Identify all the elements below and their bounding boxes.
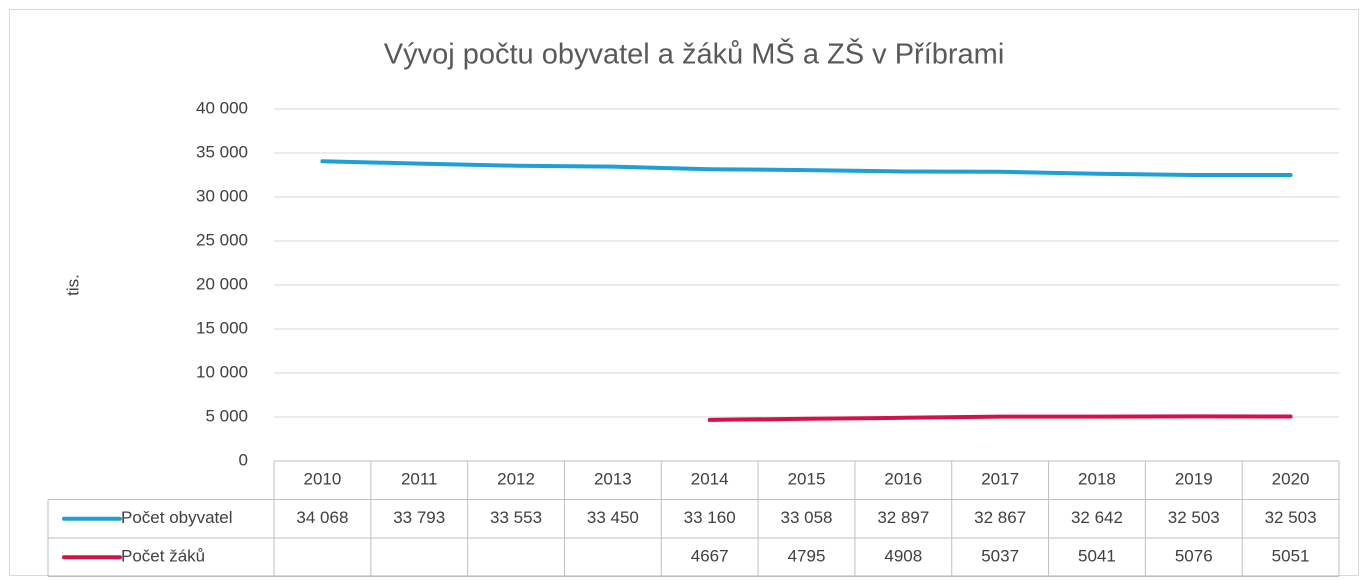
table-cell: 33 793	[393, 508, 445, 527]
table-cell: 32 503	[1265, 508, 1317, 527]
x-tick-label: 2020	[1272, 470, 1310, 489]
table-cell: 5076	[1175, 547, 1213, 566]
x-tick-label: 2016	[884, 470, 922, 489]
table-cell: 32 642	[1071, 508, 1123, 527]
table-cell: 32 503	[1168, 508, 1220, 527]
table-cell: 5041	[1078, 547, 1116, 566]
table-cell: 4667	[691, 547, 729, 566]
y-tick-label: 10 000	[196, 362, 248, 381]
x-tick-label: 2010	[303, 470, 341, 489]
x-tick-label: 2014	[691, 470, 729, 489]
x-tick-label: 2015	[788, 470, 826, 489]
table-cell: 5051	[1272, 547, 1310, 566]
chart-title: Vývoj počtu obyvatel a žáků MŠ a ZŠ v Př…	[384, 37, 1005, 71]
x-tick-label: 2012	[497, 470, 535, 489]
table-cell: 32 867	[974, 508, 1026, 527]
x-tick-label: 2017	[981, 470, 1019, 489]
table-cell: 33 160	[684, 508, 736, 527]
table-cell: 4795	[788, 547, 826, 566]
x-tick-label: 2011	[401, 470, 438, 489]
x-tick-label: 2019	[1175, 470, 1213, 489]
x-tick-label: 2018	[1078, 470, 1116, 489]
chart-frame	[9, 9, 1359, 576]
table-cell: 33 058	[781, 508, 833, 527]
table-cell: 5037	[981, 547, 1019, 566]
x-tick-label: 2013	[594, 470, 632, 489]
y-tick-label: 15 000	[196, 318, 248, 337]
y-tick-label: 20 000	[196, 274, 248, 293]
series-line	[320, 159, 1293, 177]
table-cell: 32 897	[877, 508, 929, 527]
y-axis-label: tis.	[63, 274, 82, 296]
y-tick-label: 35 000	[196, 142, 248, 161]
legend-label: Počet obyvatel	[121, 508, 233, 527]
table-cell: 34 068	[296, 508, 348, 527]
y-tick-label: 30 000	[196, 186, 248, 205]
table-cell: 4908	[884, 547, 922, 566]
y-tick-label: 40 000	[196, 98, 248, 117]
y-tick-label: 0	[239, 450, 248, 469]
y-tick-label: 5 000	[205, 406, 248, 425]
legend-label: Počet žáků	[121, 547, 205, 566]
series-line	[707, 414, 1293, 422]
y-tick-label: 25 000	[196, 230, 248, 249]
table-cell: 33 553	[490, 508, 542, 527]
table-cell: 33 450	[587, 508, 639, 527]
